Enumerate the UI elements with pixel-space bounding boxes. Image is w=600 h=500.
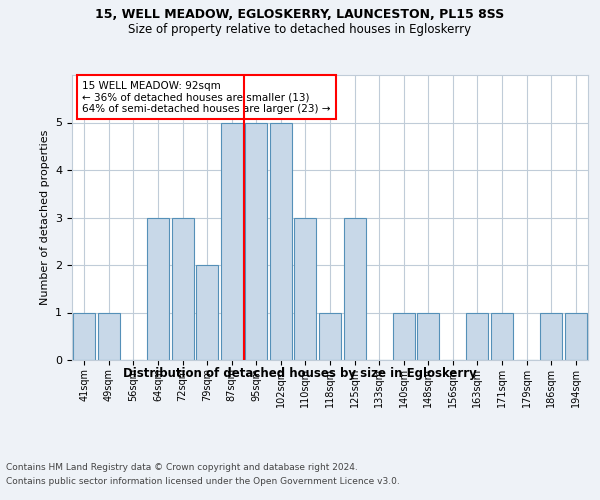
Bar (344, 218, 365, 360)
Text: Distribution of detached houses by size in Egloskerry: Distribution of detached houses by size … (123, 368, 477, 380)
Bar (98, 312, 120, 360)
Bar (172, 218, 194, 360)
Bar (417, 312, 439, 360)
Bar (565, 312, 587, 360)
Bar (73, 312, 95, 360)
Bar (245, 122, 268, 360)
Bar (466, 312, 488, 360)
Y-axis label: Number of detached properties: Number of detached properties (40, 130, 50, 305)
Text: Contains HM Land Registry data © Crown copyright and database right 2024.: Contains HM Land Registry data © Crown c… (6, 462, 358, 471)
Bar (392, 312, 415, 360)
Text: Size of property relative to detached houses in Egloskerry: Size of property relative to detached ho… (128, 22, 472, 36)
Bar (295, 218, 316, 360)
Bar (221, 122, 243, 360)
Bar (491, 312, 513, 360)
Bar (147, 218, 169, 360)
Text: 15, WELL MEADOW, EGLOSKERRY, LAUNCESTON, PL15 8SS: 15, WELL MEADOW, EGLOSKERRY, LAUNCESTON,… (95, 8, 505, 20)
Text: 15 WELL MEADOW: 92sqm
← 36% of detached houses are smaller (13)
64% of semi-deta: 15 WELL MEADOW: 92sqm ← 36% of detached … (82, 80, 331, 114)
Bar (196, 265, 218, 360)
Bar (270, 122, 292, 360)
Bar (540, 312, 562, 360)
Bar (319, 312, 341, 360)
Text: Contains public sector information licensed under the Open Government Licence v3: Contains public sector information licen… (6, 478, 400, 486)
